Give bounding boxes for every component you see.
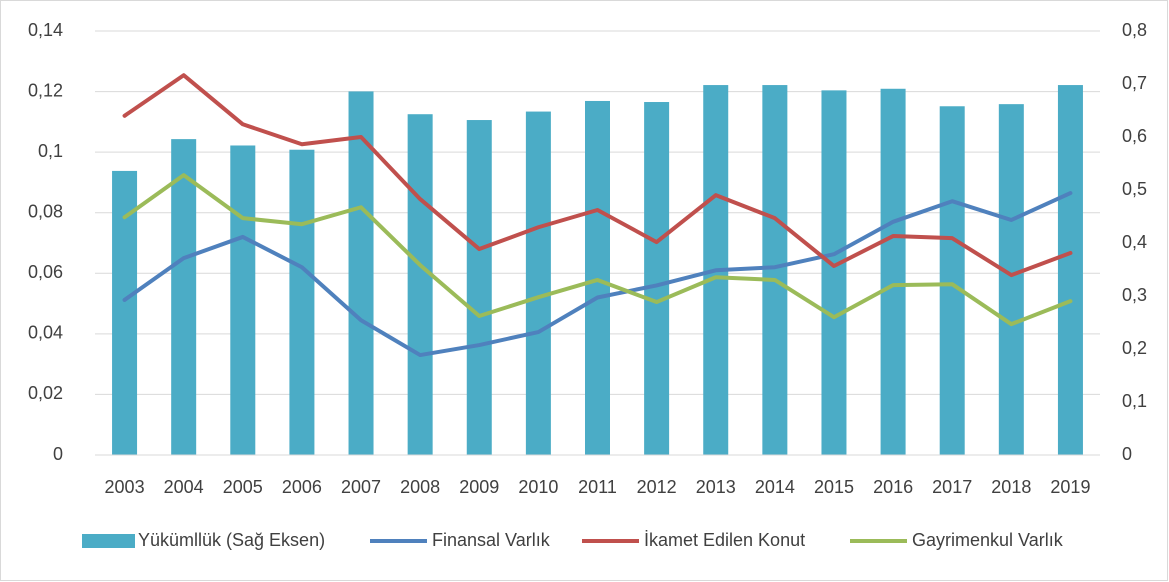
bar xyxy=(348,91,374,456)
legend-label: Gayrimenkul Varlık xyxy=(912,530,1064,550)
legend-swatch xyxy=(82,534,135,548)
y2-tick-label: 0,1 xyxy=(1122,391,1147,411)
bar xyxy=(762,85,788,455)
x-tick-label: 2012 xyxy=(637,477,677,497)
x-tick-label: 2006 xyxy=(282,477,322,497)
y-tick-label: 0,12 xyxy=(28,80,63,100)
bar xyxy=(644,102,670,456)
y-tick-label: 0,08 xyxy=(28,201,63,221)
x-tick-label: 2018 xyxy=(991,477,1031,497)
x-tick-label: 2004 xyxy=(164,477,204,497)
x-tick-label: 2009 xyxy=(459,477,499,497)
bar xyxy=(821,90,847,456)
bar xyxy=(939,106,965,455)
y-tick-label: 0,1 xyxy=(38,141,63,161)
bar xyxy=(525,111,551,455)
legend-label: İkamet Edilen Konut xyxy=(644,530,805,550)
y2-tick-label: 0,8 xyxy=(1122,20,1147,40)
x-tick-label: 2013 xyxy=(696,477,736,497)
x-tick-label: 2011 xyxy=(578,477,617,497)
y2-tick-label: 0,4 xyxy=(1122,232,1147,252)
x-tick-label: 2005 xyxy=(223,477,263,497)
x-tick-label: 2016 xyxy=(873,477,913,497)
bar xyxy=(230,145,256,456)
legend-label: Yükümllük (Sağ Eksen) xyxy=(138,530,325,550)
x-tick-label: 2019 xyxy=(1050,477,1090,497)
y-tick-label: 0,14 xyxy=(28,20,63,40)
line xyxy=(122,73,1073,278)
y2-tick-label: 0,3 xyxy=(1122,285,1147,305)
bar xyxy=(998,104,1024,455)
y2-tick-label: 0,2 xyxy=(1122,338,1147,358)
bar xyxy=(289,149,315,455)
legend-label: Finansal Varlık xyxy=(432,530,551,550)
y-tick-label: 0 xyxy=(53,444,63,464)
y-tick-label: 0,06 xyxy=(28,262,63,282)
y2-tick-label: 0,5 xyxy=(1122,179,1147,199)
x-tick-label: 2015 xyxy=(814,477,854,497)
bar xyxy=(407,114,433,456)
bar xyxy=(880,88,906,456)
x-tick-label: 2007 xyxy=(341,477,381,497)
bar xyxy=(1057,85,1083,455)
y2-tick-label: 0 xyxy=(1122,444,1132,464)
x-tick-label: 2008 xyxy=(400,477,440,497)
y2-tick-label: 0,7 xyxy=(1122,73,1147,93)
bar xyxy=(112,170,138,456)
line xyxy=(122,173,1073,327)
line xyxy=(122,191,1073,358)
bar xyxy=(171,139,197,455)
y-tick-label: 0,04 xyxy=(28,323,63,343)
x-tick-label: 2003 xyxy=(105,477,145,497)
y-tick-label: 0,02 xyxy=(28,383,63,403)
x-tick-label: 2014 xyxy=(755,477,795,497)
x-tick-label: 2010 xyxy=(518,477,558,497)
bar xyxy=(466,120,492,455)
x-tick-label: 2017 xyxy=(932,477,972,497)
y2-tick-label: 0,6 xyxy=(1122,126,1147,146)
